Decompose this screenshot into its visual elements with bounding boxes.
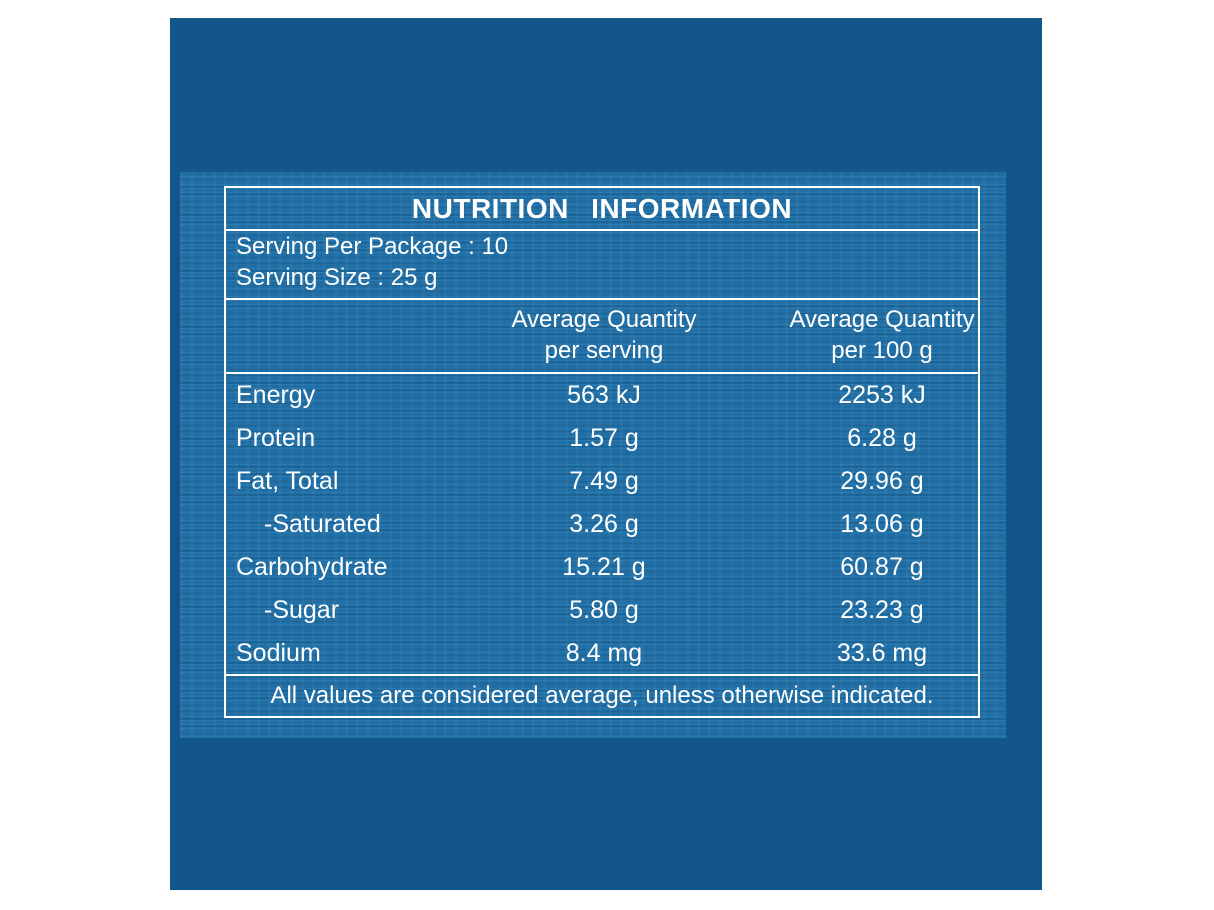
value-per-serving: 3.26 g — [569, 510, 639, 538]
value-per-100g: 6.28 g — [847, 424, 917, 452]
table-row-sodium: Sodium 8.4 mg 33.6 mg — [226, 632, 978, 675]
divider-footnote — [226, 674, 978, 676]
table-row-fat-total: Fat, Total 7.49 g 29.96 g — [226, 460, 978, 503]
divider-title — [226, 229, 978, 231]
divider-serving — [226, 298, 978, 300]
value-per-100g: 13.06 g — [840, 510, 924, 538]
value-per-serving: 15.21 g — [562, 553, 646, 581]
textured-label-band — [180, 172, 1006, 738]
nutrient-name: -Sugar — [264, 596, 340, 624]
value-per-serving: 1.57 g — [569, 424, 639, 452]
table-row-sugar: -Sugar 5.80 g 23.23 g — [226, 589, 978, 632]
value-per-100g: 23.23 g — [840, 596, 924, 624]
value-per-100g: 60.87 g — [840, 553, 924, 581]
nutrient-name: Protein — [236, 424, 316, 452]
nutrition-information-table: NUTRITION INFORMATION Serving Per Packag… — [224, 186, 980, 718]
column-header-per-serving-line1: Average Quantity — [511, 306, 697, 333]
column-header-per-100g-line2: per 100 g — [831, 337, 933, 364]
divider-header — [226, 372, 978, 374]
table-title: NUTRITION INFORMATION — [411, 193, 793, 224]
value-per-serving: 8.4 mg — [565, 639, 643, 667]
value-per-100g: 33.6 mg — [836, 639, 928, 667]
footnote: All values are considered average, unles… — [270, 682, 934, 709]
column-header-per-100g: Average Quantity per 100 g — [772, 304, 992, 366]
value-per-100g: 2253 kJ — [838, 381, 926, 409]
column-header-per-100g-line1: Average Quantity — [789, 306, 975, 333]
table-row-carbohydrate: Carbohydrate 15.21 g 60.87 g — [226, 546, 978, 589]
nutrient-name: Sodium — [236, 639, 321, 667]
value-per-serving: 563 kJ — [567, 381, 641, 409]
value-per-100g: 29.96 g — [840, 467, 924, 495]
nutrient-name: Carbohydrate — [236, 553, 388, 581]
value-per-serving: 5.80 g — [569, 596, 639, 624]
nutrient-name: -Saturated — [264, 510, 381, 538]
table-row-protein: Protein 1.57 g 6.28 g — [226, 417, 978, 460]
column-header-per-serving-line2: per serving — [544, 337, 664, 364]
table-row-energy: Energy 563 kJ 2253 kJ — [226, 374, 978, 417]
servings-per-package: Serving Per Package : 10 — [236, 233, 509, 260]
table-row-saturated: -Saturated 3.26 g 13.06 g — [226, 503, 978, 546]
serving-size: Serving Size : 25 g — [236, 264, 438, 291]
nutrient-name: Fat, Total — [236, 467, 339, 495]
nutrient-name: Energy — [236, 381, 316, 409]
column-header-per-serving: Average Quantity per serving — [494, 304, 714, 366]
value-per-serving: 7.49 g — [569, 467, 639, 495]
